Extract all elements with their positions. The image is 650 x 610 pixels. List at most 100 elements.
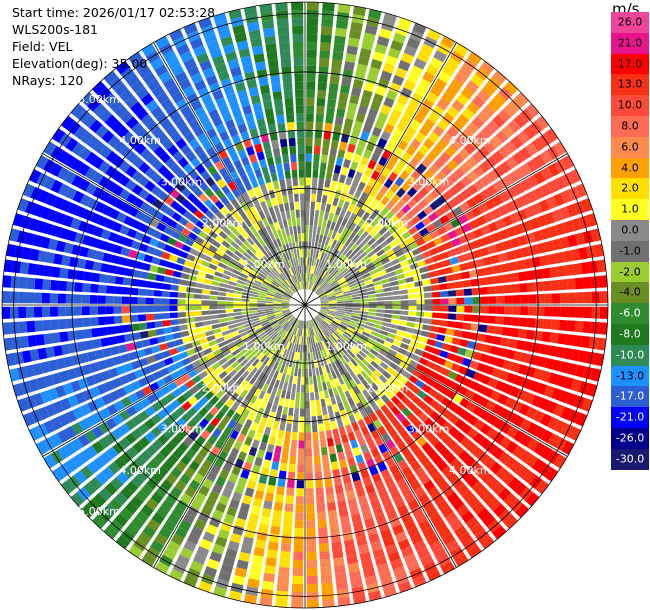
range-gate [65,306,74,317]
range-gate [247,120,257,131]
range-gate [553,403,565,417]
range-gate [83,328,93,339]
range-gate [294,201,300,210]
range-gate [160,499,174,512]
range-gate [257,176,265,186]
range-gate [359,292,368,296]
range-gate [551,279,560,291]
range-gate [352,234,360,243]
range-gate [125,165,137,178]
range-gate [125,73,140,87]
range-gate [178,250,189,259]
range-gate [373,324,382,330]
range-gate [306,41,318,51]
range-gate [463,314,473,322]
range-gate [171,212,182,222]
range-gate [523,125,537,140]
range-gate [544,128,559,143]
range-gate [263,208,271,218]
range-gate [423,138,435,150]
range-gate [221,185,231,195]
range-gate [246,364,255,373]
range-gate [194,236,205,245]
range-gate [263,100,273,110]
range-gate [336,305,345,307]
range-gate [323,339,329,348]
range-gate [315,234,320,243]
range-gate [263,392,271,402]
range-gate [50,433,63,447]
range-gate [533,410,545,423]
range-gate [415,379,425,389]
range-gate [35,440,49,455]
range-gate [187,181,198,192]
range-gate [324,122,333,132]
range-gate [538,199,551,213]
range-gate [476,333,486,342]
range-gate [309,225,313,234]
range-gate [299,320,302,329]
range-gate [324,286,332,292]
range-gate [205,235,215,244]
range-gate [343,61,355,71]
range-gate [218,318,227,323]
range-gate [381,326,390,332]
range-gate [140,483,154,497]
range-gate [320,374,326,383]
range-gate [191,340,201,348]
range-gate [280,389,287,399]
range-gate [128,249,138,259]
range-gate [427,111,440,124]
range-gate [506,411,518,424]
range-gate [253,547,265,557]
range-gate [249,307,258,311]
range-gate [305,344,308,353]
range-gate [264,149,273,159]
range-gate [141,262,151,271]
range-gate [273,370,279,380]
range-gate [270,172,278,182]
range-gate [189,268,199,276]
range-gate [321,194,328,204]
range-gate [403,492,416,504]
range-gate [287,277,293,285]
range-gate [388,225,398,235]
range-gate [366,386,375,395]
range-gate [348,322,357,328]
range-gate [443,222,454,232]
range-gate [135,210,146,221]
range-gate [170,131,183,144]
range-gate [40,390,52,404]
range-gate [181,373,191,383]
range-gate [310,319,314,328]
range-gate [547,345,557,357]
range-gate [253,378,261,388]
range-gate [268,164,276,174]
range-gate [333,260,340,268]
range-gate [86,135,100,149]
range-gate [334,273,342,280]
range-gate [412,22,427,35]
range-gate [85,223,97,235]
colorbar-level: 0.0 [611,219,649,241]
range-gate [21,247,32,260]
range-gate [559,292,569,304]
range-gate [207,434,218,445]
range-gate [248,153,258,164]
range-gate [121,315,131,324]
range-gate [137,377,149,388]
range-gate [492,165,505,178]
range-gate [193,305,202,311]
range-gate [177,234,188,243]
range-gate [457,214,468,225]
range-gate [144,431,156,443]
range-gate [302,281,305,290]
range-gate [563,220,575,234]
range-gate [478,396,490,408]
range-gate [262,459,271,469]
range-gate [374,555,388,567]
range-gate [272,420,280,430]
range-gate [260,270,268,277]
range-gate [316,503,326,512]
range-gate [333,476,342,486]
